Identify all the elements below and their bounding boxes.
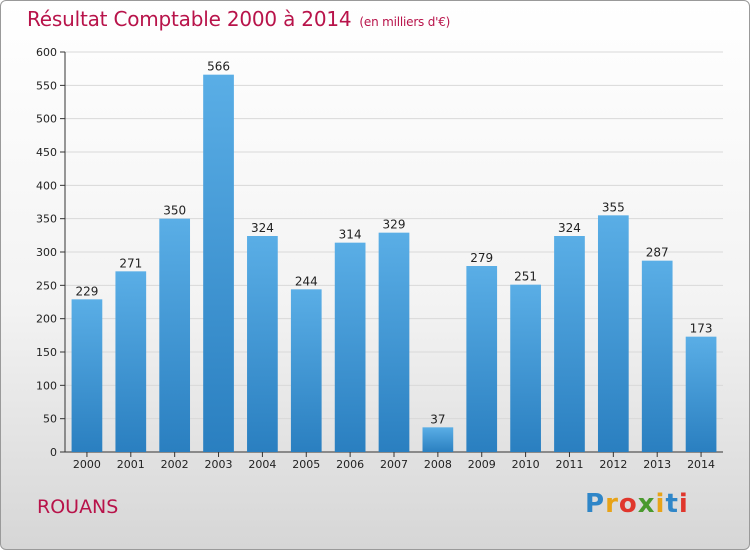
x-tick-label-2003: 2003 — [205, 458, 233, 471]
labels: 0 50 100 150 200 250 300 350 400 450 500 550 600 229 2… — [36, 46, 715, 471]
y-tick-label: 500 — [36, 113, 57, 126]
y-tick-label: 400 — [36, 179, 57, 192]
x-tick-label-2008: 2008 — [424, 458, 452, 471]
y-tick-label: 300 — [36, 246, 57, 259]
x-tick-label-2002: 2002 — [161, 458, 189, 471]
bar-2001 — [115, 271, 147, 452]
bar-2009 — [466, 266, 498, 452]
x-tick-label-2013: 2013 — [643, 458, 671, 471]
bar-2011 — [554, 236, 585, 452]
x-tick-label-2012: 2012 — [599, 458, 627, 471]
bar-2004 — [247, 236, 278, 452]
value-label-2007: 329 — [383, 218, 406, 232]
logo-letter: i — [655, 489, 666, 519]
x-tick-label-2009: 2009 — [468, 458, 496, 471]
title-text: Résultat Comptable 2000 à 2014 — [27, 7, 352, 31]
bar-2005 — [290, 289, 322, 452]
value-label-2014: 173 — [690, 322, 713, 336]
y-tick-label: 50 — [43, 413, 57, 426]
bar-2007 — [378, 232, 410, 452]
y-tick-label: 600 — [36, 46, 57, 59]
x-tick-label-2004: 2004 — [248, 458, 276, 471]
bar-2003 — [203, 74, 234, 453]
y-tick-label: 150 — [36, 346, 57, 359]
value-label-2000: 229 — [75, 284, 98, 298]
x-tick-label-2000: 2000 — [73, 458, 101, 471]
value-label-2005: 244 — [295, 274, 318, 288]
bar-2002 — [159, 218, 191, 452]
value-label-2006: 314 — [339, 228, 362, 242]
x-tick-label-2006: 2006 — [336, 458, 364, 471]
value-label-2008: 37 — [430, 412, 445, 426]
x-tick-label-2010: 2010 — [512, 458, 540, 471]
bars — [71, 74, 717, 453]
logo-letter: P — [585, 489, 606, 519]
value-label-2004: 324 — [251, 221, 274, 235]
value-label-2013: 287 — [646, 246, 669, 260]
bar-2014 — [685, 336, 717, 452]
logo-letter: r — [605, 489, 619, 519]
logo-letter: x — [637, 489, 656, 519]
bar-2000 — [71, 299, 103, 452]
value-label-2009: 279 — [470, 251, 493, 265]
y-tick-label: 350 — [36, 213, 57, 226]
y-tick-label: 200 — [36, 313, 57, 326]
y-tick-label: 100 — [36, 379, 57, 392]
y-tick-label: 550 — [36, 79, 57, 92]
bar-2008 — [422, 427, 454, 452]
chart-title: Résultat Comptable 2000 à 2014 (en millie… — [27, 7, 450, 31]
value-label-2002: 350 — [163, 204, 186, 218]
x-tick-label-2014: 2014 — [687, 458, 715, 471]
x-tick-label-2001: 2001 — [117, 458, 145, 471]
logo-letter: i — [678, 489, 689, 519]
value-label-2003: 566 — [207, 60, 230, 74]
value-label-2010: 251 — [514, 270, 537, 284]
bar-2012 — [597, 215, 629, 452]
proxiti-logo[interactable]: Proxiti — [585, 489, 689, 519]
y-tick-label: 250 — [36, 279, 57, 292]
x-tick-label-2011: 2011 — [555, 458, 583, 471]
x-tick-label-2005: 2005 — [292, 458, 320, 471]
y-tick-label: 450 — [36, 146, 57, 159]
bar-2010 — [510, 284, 541, 452]
value-label-2011: 324 — [558, 221, 581, 235]
logo-letter: o — [618, 489, 638, 519]
town-name: ROUANS — [37, 496, 119, 518]
bar-2013 — [641, 260, 673, 452]
x-tick-label-2007: 2007 — [380, 458, 408, 471]
chart-subtitle: (en milliers d'€) — [359, 15, 451, 29]
value-label-2012: 355 — [602, 200, 625, 214]
logo-letter: t — [665, 489, 679, 519]
bar-2006 — [334, 242, 366, 452]
value-label-2001: 271 — [119, 256, 142, 270]
y-tick-label: 0 — [50, 446, 57, 459]
